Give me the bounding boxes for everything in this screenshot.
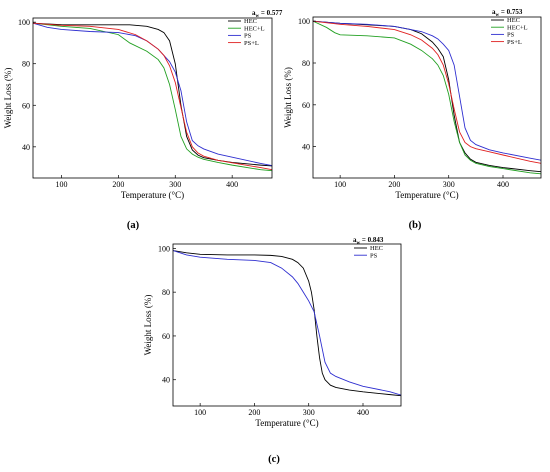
x-axis-title: Temperature (°C) [255, 418, 318, 428]
x-tick-label: 100 [55, 180, 67, 189]
series-line-ps-plus-l [313, 20, 541, 164]
legend-label: HEC [244, 18, 257, 25]
x-tick-label: 200 [248, 408, 260, 417]
x-axis-title: Temperature (°C) [121, 190, 184, 200]
legend-label: PS [370, 252, 378, 259]
y-axis-title: Weight Loss (%) [143, 295, 153, 356]
panel-caption: (b) [409, 220, 422, 231]
plot-frame [32, 17, 273, 179]
y-tick-label: 100 [298, 17, 310, 26]
y-axis-title: Weight Loss (%) [283, 67, 293, 128]
y-tick-label: 100 [158, 244, 170, 253]
series-line-hec-plus-l [33, 22, 272, 172]
y-tick-label: 40 [162, 376, 170, 385]
x-tick-label: 100 [194, 408, 206, 417]
y-tick-label: 60 [302, 101, 310, 110]
plot-frame [172, 243, 402, 407]
series-line-ps-plus-l [33, 22, 272, 171]
x-tick-label: 300 [303, 408, 315, 417]
legend-label: PS+L [507, 39, 522, 46]
x-tick-label: 400 [226, 180, 238, 189]
x-tick-label: 100 [334, 180, 346, 189]
series-line-hec-plus-l [313, 20, 541, 175]
legend-label: PS [244, 33, 252, 40]
legend-label: HEC [507, 17, 520, 24]
x-axis-title: Temperature (°C) [395, 190, 458, 200]
y-tick-label: 60 [22, 101, 30, 110]
x-tick-label: 200 [112, 180, 124, 189]
y-axis-title: Weight Loss (%) [3, 68, 13, 129]
water-activity-label: aw = 0.843 [353, 236, 384, 246]
x-tick-label: 400 [497, 180, 509, 189]
series-line-ps [313, 20, 541, 161]
water-activity-label: aw = 0.753 [492, 8, 523, 18]
legend-label: PS+L [244, 40, 259, 47]
legend-label: PS [507, 32, 515, 39]
panel-a: 100 200 300 400 40 60 80 100 Temperature (°C) Wei… [3, 9, 283, 231]
series-line-ps [33, 22, 272, 166]
series-line-ps [173, 250, 401, 396]
y-tick-label: 80 [22, 60, 30, 69]
y-tick-label: 60 [162, 332, 170, 341]
panel-b: 100 200 300 400 40 60 80 100 Temperature (°C) Wei… [283, 8, 542, 231]
x-tick-label: 300 [169, 180, 181, 189]
y-tick-label: 40 [302, 143, 310, 152]
y-tick-label: 100 [18, 18, 30, 27]
plot-frame [312, 16, 542, 179]
series-line-hec [173, 250, 401, 397]
legend-label: HEC+L [507, 24, 528, 31]
y-tick-label: 40 [22, 143, 30, 152]
panel-caption: (a) [127, 220, 140, 231]
x-tick-label: 200 [388, 180, 400, 189]
legend-label: HEC+L [244, 25, 265, 32]
y-tick-label: 80 [162, 288, 170, 297]
panel-c: 100 200 300 400 40 60 80 100 Temperature (°C) Wei… [143, 236, 402, 465]
x-tick-label: 300 [443, 180, 455, 189]
legend-label: HEC [370, 245, 383, 252]
water-activity-label: aw = 0.577 [252, 9, 283, 19]
panel-caption: (c) [268, 454, 280, 465]
y-tick-label: 80 [302, 59, 310, 68]
x-tick-label: 400 [357, 408, 369, 417]
